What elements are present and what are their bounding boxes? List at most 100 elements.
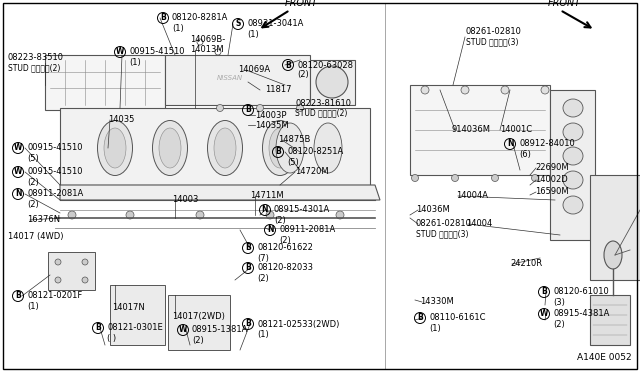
Text: 08110-6161C: 08110-6161C (429, 314, 486, 323)
Text: (1): (1) (257, 330, 269, 339)
Circle shape (412, 174, 419, 182)
Text: 14069A: 14069A (238, 65, 270, 74)
Ellipse shape (563, 99, 583, 117)
Text: A140E 0052: A140E 0052 (577, 353, 632, 362)
Circle shape (257, 105, 264, 112)
Polygon shape (590, 175, 640, 280)
Ellipse shape (276, 123, 304, 173)
Circle shape (82, 277, 88, 283)
Circle shape (461, 86, 469, 94)
Text: 14001C: 14001C (500, 125, 532, 135)
Text: STUD スタッド(2): STUD スタッド(2) (8, 64, 60, 73)
Circle shape (68, 211, 76, 219)
Text: 08223-83510: 08223-83510 (8, 54, 64, 62)
Text: 08120-61622: 08120-61622 (257, 244, 313, 253)
Text: 14017N: 14017N (112, 304, 145, 312)
Text: N: N (267, 225, 273, 234)
Polygon shape (410, 85, 550, 175)
Circle shape (196, 211, 204, 219)
Ellipse shape (563, 196, 583, 214)
Text: 16590M: 16590M (535, 187, 568, 196)
Text: FRONT: FRONT (285, 0, 318, 8)
Text: 14035: 14035 (108, 115, 134, 125)
Text: W: W (116, 48, 124, 57)
Text: 08261-02810: 08261-02810 (416, 219, 472, 228)
Text: STUD スタッド(3): STUD スタッド(3) (466, 38, 518, 46)
Ellipse shape (563, 123, 583, 141)
Text: (7): (7) (257, 253, 269, 263)
Text: N: N (262, 205, 268, 215)
Text: 00915-41510: 00915-41510 (27, 144, 83, 153)
Text: 14017 (4WD): 14017 (4WD) (8, 231, 63, 241)
Text: 14720M: 14720M (295, 167, 328, 176)
Ellipse shape (214, 128, 236, 168)
Text: 08120-63028: 08120-63028 (297, 61, 353, 70)
Text: STUD スタッド(2): STUD スタッド(2) (295, 109, 348, 118)
Circle shape (492, 174, 499, 182)
Text: (2): (2) (257, 273, 269, 282)
Text: 14017(2WD): 14017(2WD) (172, 311, 225, 321)
Text: (1): (1) (129, 58, 141, 67)
Ellipse shape (269, 128, 291, 168)
Polygon shape (60, 185, 380, 200)
Text: W: W (14, 167, 22, 176)
Circle shape (451, 174, 458, 182)
Circle shape (421, 86, 429, 94)
Text: (1): (1) (27, 301, 39, 311)
Text: B: B (417, 314, 423, 323)
Circle shape (296, 105, 303, 112)
Circle shape (126, 211, 134, 219)
Text: (2): (2) (553, 320, 564, 328)
Ellipse shape (314, 123, 342, 173)
Text: B: B (95, 324, 101, 333)
Text: (2): (2) (27, 199, 39, 208)
Polygon shape (165, 55, 310, 105)
Circle shape (55, 259, 61, 265)
Text: 14711M: 14711M (250, 192, 284, 201)
Text: 08911-2081A: 08911-2081A (279, 225, 335, 234)
Text: 08223-81610: 08223-81610 (295, 99, 351, 108)
Text: 08912-84010: 08912-84010 (519, 140, 575, 148)
Text: (3): (3) (553, 298, 565, 307)
Circle shape (216, 105, 223, 112)
Text: B: B (245, 244, 251, 253)
Text: (2): (2) (192, 336, 204, 344)
Text: 14002D: 14002D (535, 176, 568, 185)
Text: NISSAN: NISSAN (217, 75, 243, 81)
Text: ( ): ( ) (107, 334, 116, 343)
Text: FRONT: FRONT (548, 0, 581, 8)
Text: STUD スタッド(3): STUD スタッド(3) (416, 230, 468, 238)
Ellipse shape (159, 128, 181, 168)
Text: 08120-8281A: 08120-8281A (172, 13, 228, 22)
Text: (5): (5) (27, 154, 39, 163)
Text: (2): (2) (274, 215, 285, 224)
Polygon shape (168, 295, 230, 350)
Text: 08931-3041A: 08931-3041A (247, 19, 303, 29)
Circle shape (336, 211, 344, 219)
Text: 14036M: 14036M (416, 205, 450, 215)
Text: B: B (285, 61, 291, 70)
Text: W: W (179, 326, 187, 334)
Text: 08915-1381A: 08915-1381A (192, 326, 248, 334)
Text: S: S (236, 19, 241, 29)
Text: B: B (541, 288, 547, 296)
Text: B: B (15, 292, 21, 301)
Ellipse shape (563, 171, 583, 189)
Circle shape (55, 277, 61, 283)
Text: 08261-02810: 08261-02810 (466, 28, 522, 36)
Text: 08121-0301E: 08121-0301E (107, 324, 163, 333)
Text: 14004A: 14004A (456, 192, 488, 201)
Text: (2): (2) (27, 177, 39, 186)
Text: (2): (2) (279, 235, 291, 244)
Text: W: W (14, 144, 22, 153)
Text: 14035M: 14035M (255, 121, 289, 129)
Text: 08120-82033: 08120-82033 (257, 263, 313, 273)
Text: 14069B-: 14069B- (190, 35, 225, 45)
Text: 14003P: 14003P (255, 110, 287, 119)
Text: 08121-02533(2WD): 08121-02533(2WD) (257, 320, 339, 328)
Circle shape (316, 66, 348, 98)
Text: 14875B: 14875B (278, 135, 310, 144)
Text: B: B (160, 13, 166, 22)
Polygon shape (45, 55, 165, 110)
Text: 14004: 14004 (466, 219, 492, 228)
